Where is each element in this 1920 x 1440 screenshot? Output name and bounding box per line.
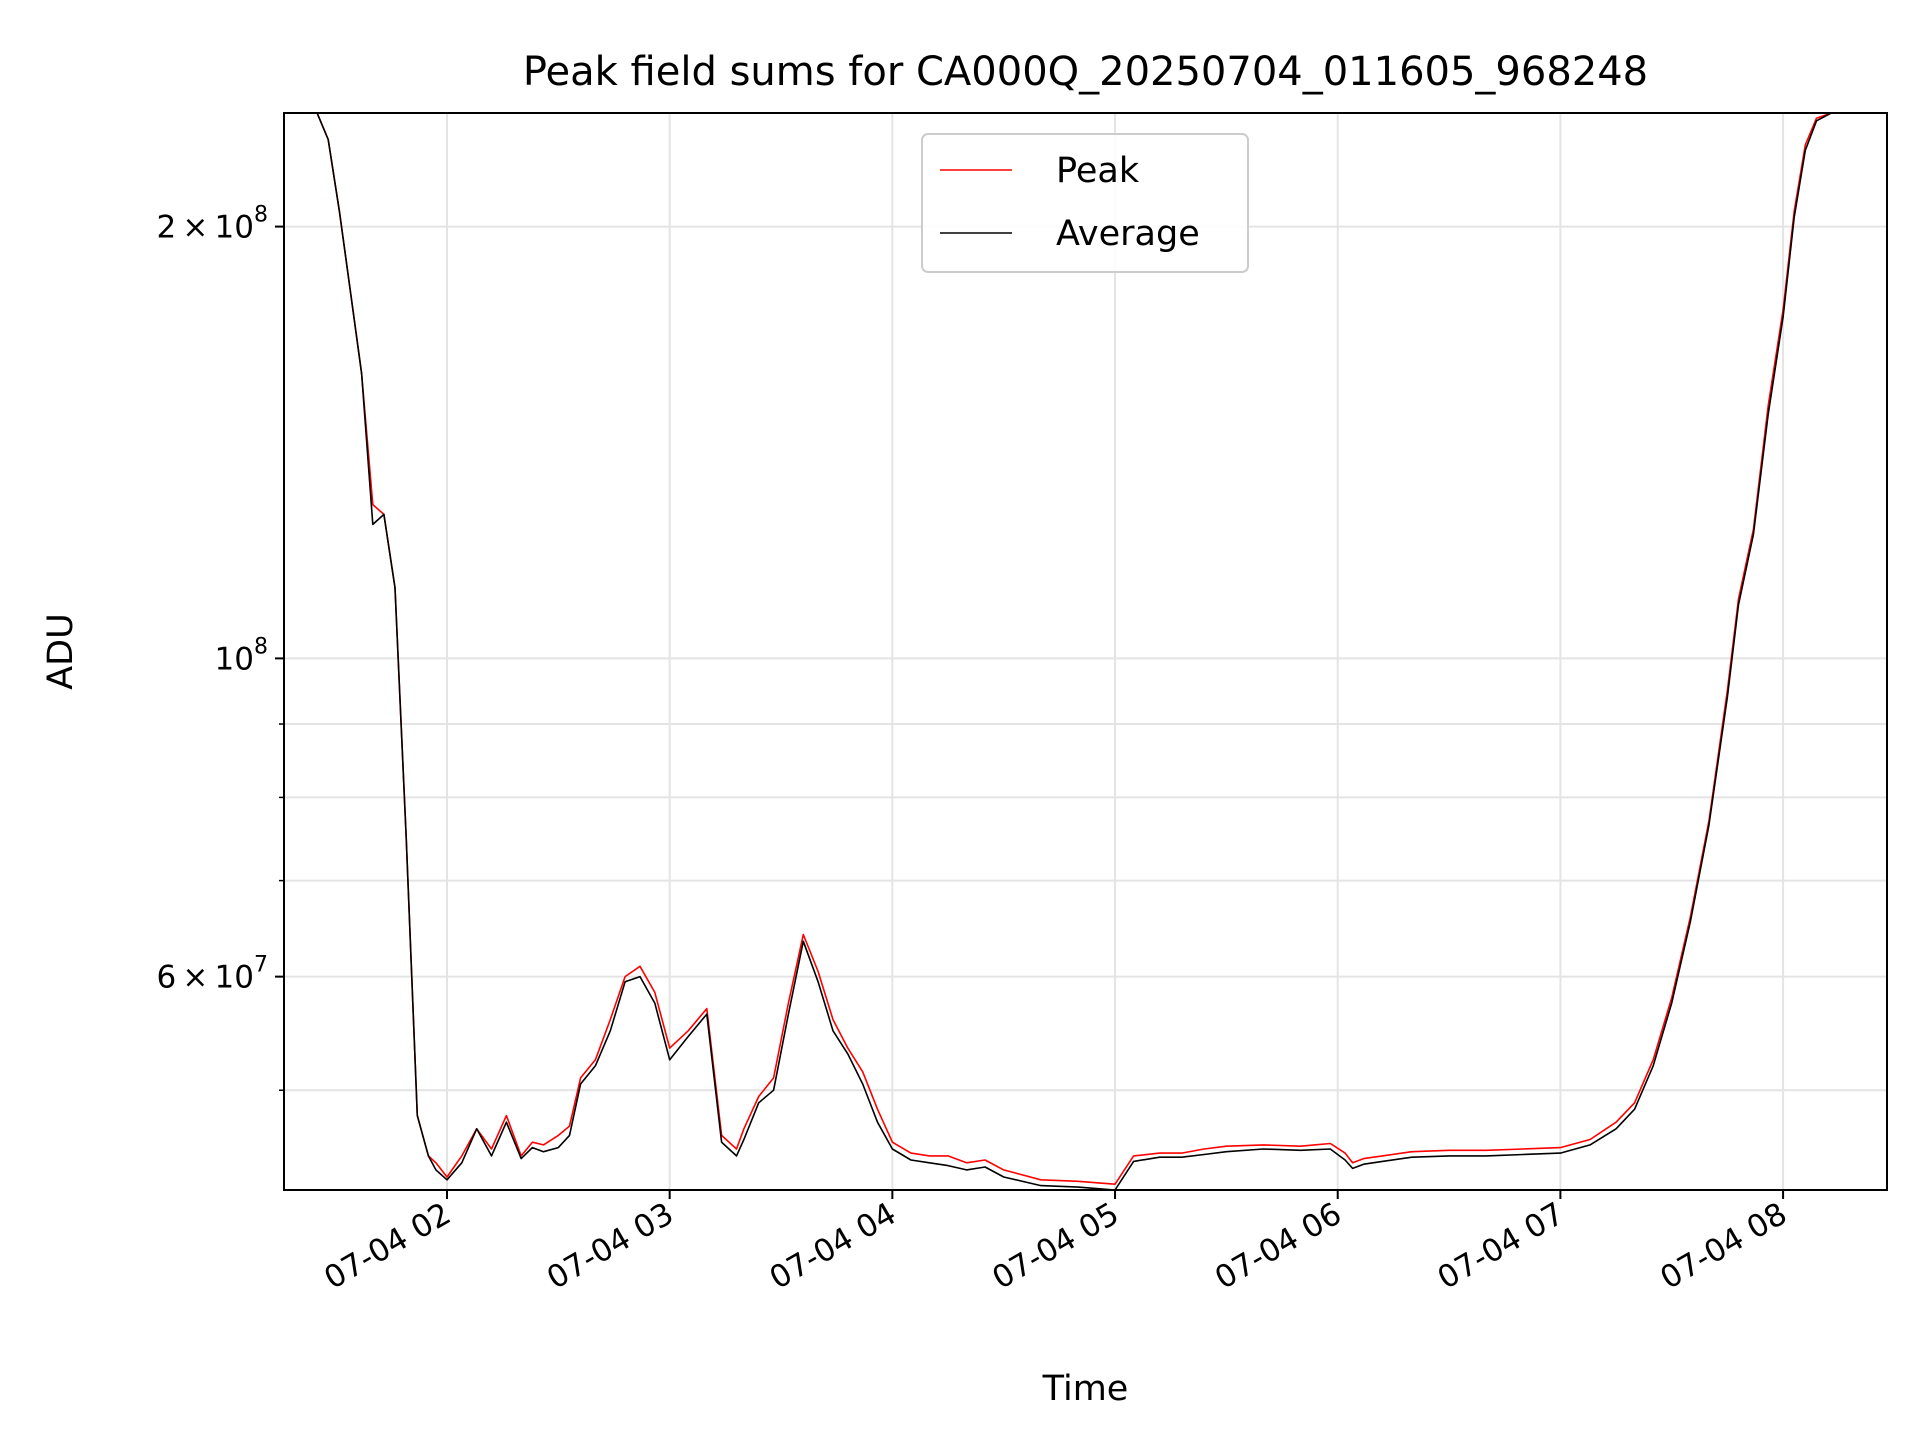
legend: Peak Average	[921, 133, 1249, 273]
y-tick-label: 108	[215, 634, 268, 677]
y-tick-label: 6 × 107	[156, 953, 268, 996]
y-tick-exponent: 8	[254, 634, 268, 659]
series-line-peak	[284, 113, 1887, 1185]
series-line-average	[284, 113, 1887, 1190]
y-tick-mantissa: 6 × 10	[156, 960, 254, 996]
y-tick-exponent: 7	[254, 953, 268, 978]
y-tick-exponent: 8	[254, 203, 268, 228]
chart-title: Peak field sums for CA000Q_20250704_0116…	[523, 49, 1648, 95]
legend-box	[921, 133, 1249, 273]
x-axis-label: Time	[1042, 1369, 1129, 1409]
plot-area-frame	[283, 112, 1888, 1191]
y-axis-label: ADU	[41, 613, 81, 690]
y-tick-mantissa: 10	[215, 641, 254, 677]
legend-label-peak: Peak	[1056, 151, 1140, 191]
y-tick-label: 2 × 108	[156, 203, 268, 246]
series-layer	[284, 113, 1887, 1190]
y-tick-mantissa: 2 × 10	[156, 210, 254, 246]
legend-label-average: Average	[1056, 214, 1200, 254]
